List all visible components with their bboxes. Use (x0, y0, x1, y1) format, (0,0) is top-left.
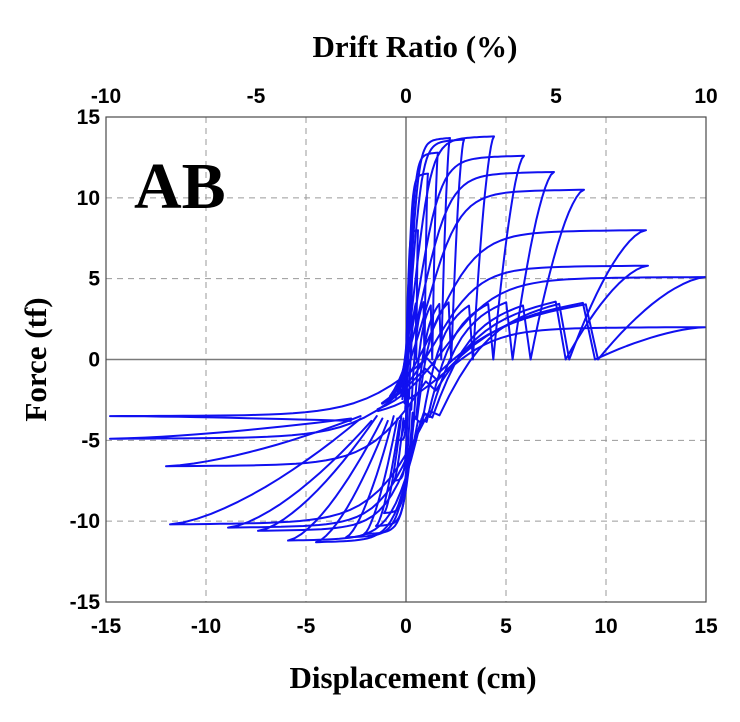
top-tick-label: -10 (91, 85, 121, 108)
y-tick-label: -10 (70, 510, 100, 533)
hysteresis-loop (109, 301, 706, 440)
hysteresis-loop (227, 188, 585, 529)
hysteresis-loop (165, 264, 649, 468)
x-tick-label: 0 (400, 615, 412, 638)
top-tick-label: 10 (694, 85, 717, 108)
y-tick-label: -5 (81, 429, 100, 452)
x-tick-label: 15 (694, 615, 718, 638)
x-tick-label: -15 (91, 615, 122, 638)
x-tick-label: 10 (594, 615, 617, 638)
plot-frame (105, 116, 707, 603)
y-tick-label: -15 (70, 591, 101, 614)
hysteresis-curves (109, 135, 706, 544)
left-tick-labels: -15 -10 -5 0 5 10 15 (70, 106, 101, 614)
y-tick-label: 15 (77, 106, 101, 129)
bottom-tick-labels: -15 -10 -5 0 5 10 15 (91, 615, 718, 638)
x-tick-label: -10 (191, 615, 221, 638)
hysteresis-loop (287, 154, 525, 542)
hysteresis-loop (363, 137, 451, 536)
top-tick-label: 5 (550, 85, 562, 108)
hysteresis-loop (169, 229, 647, 526)
y-tick-label: 5 (88, 268, 100, 291)
hysteresis-loop (257, 171, 555, 532)
x-tick-label: 5 (500, 615, 512, 638)
top-axis-title: Drift Ratio (%) (313, 29, 518, 64)
hysteresis-loop (375, 151, 439, 527)
hysteresis-loop (315, 135, 495, 544)
top-tick-labels: -10 -5 0 5 10 (91, 85, 718, 108)
hysteresis-loop (109, 276, 706, 422)
top-tick-label: -5 (247, 85, 266, 108)
x-axis-title: Displacement (cm) (289, 660, 536, 695)
x-tick-label: -5 (297, 615, 316, 638)
y-tick-label: 10 (77, 187, 100, 210)
y-tick-label: 0 (88, 349, 100, 372)
panel-label: AB (134, 150, 226, 223)
y-axis-title: Force (tf) (18, 297, 53, 421)
top-tick-label: 0 (400, 85, 412, 108)
